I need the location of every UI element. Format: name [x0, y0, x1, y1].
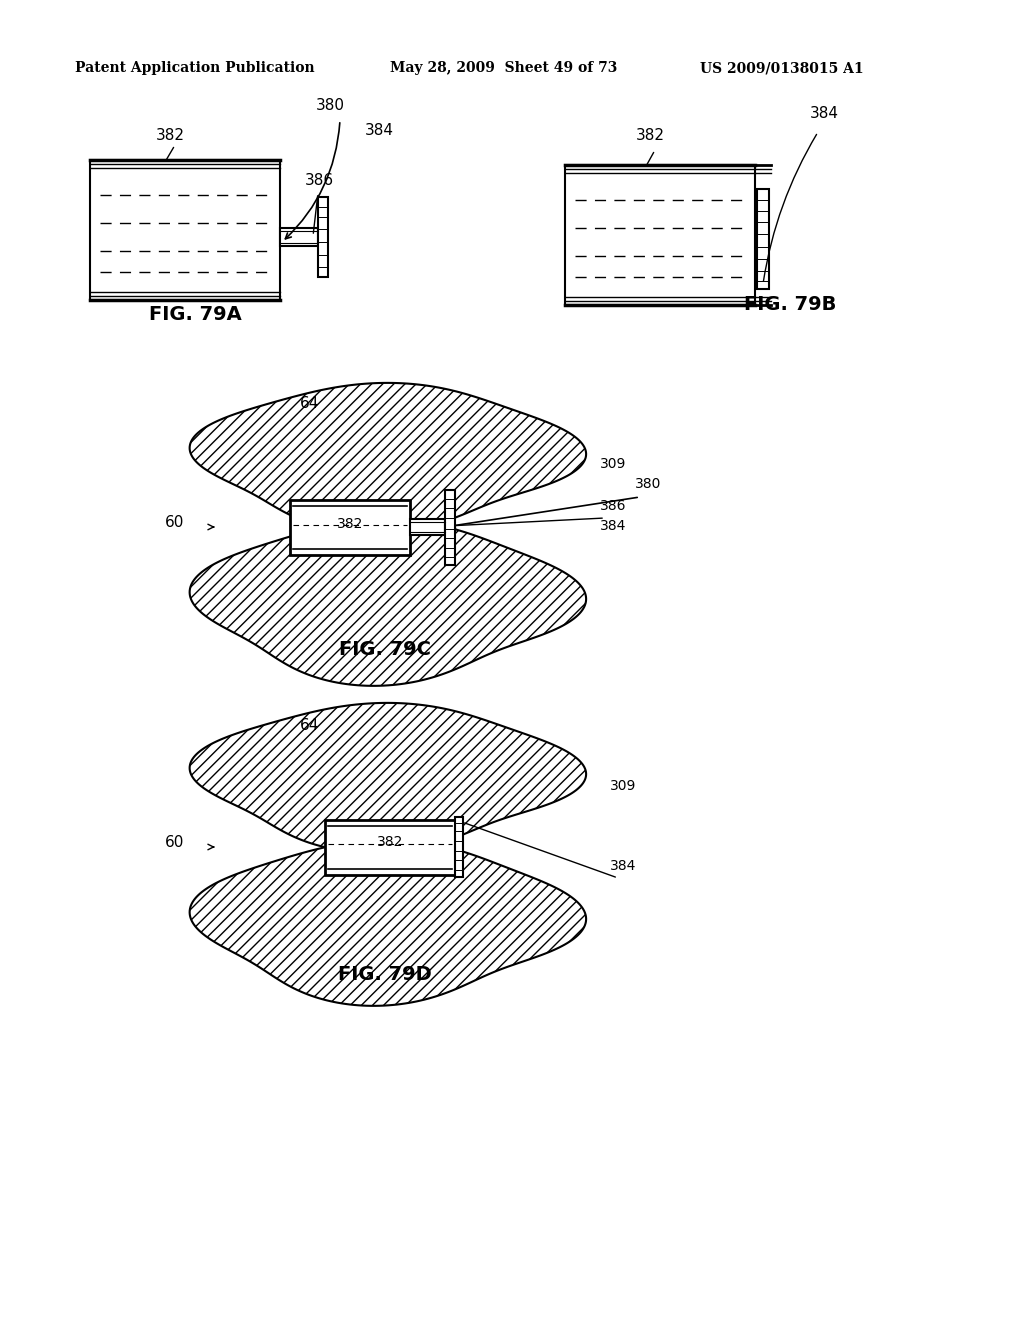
Text: 382: 382: [156, 128, 184, 143]
Bar: [290, 499, 410, 554]
Polygon shape: [189, 383, 586, 532]
Bar: [455, 817, 463, 876]
Polygon shape: [189, 520, 586, 686]
Polygon shape: [189, 702, 586, 853]
Text: 309: 309: [600, 457, 627, 471]
Text: 380: 380: [315, 98, 344, 114]
Text: FIG. 79A: FIG. 79A: [148, 305, 242, 323]
Bar: [318, 197, 328, 277]
Text: 382: 382: [377, 836, 403, 849]
Text: 64: 64: [300, 718, 319, 733]
Bar: [325, 820, 455, 874]
Bar: [445, 490, 455, 565]
Text: 60: 60: [165, 515, 184, 531]
Text: 309: 309: [610, 779, 636, 793]
Text: 384: 384: [810, 106, 839, 121]
Text: 384: 384: [600, 519, 627, 533]
Text: 64: 64: [300, 396, 319, 411]
Text: FIG. 79B: FIG. 79B: [743, 294, 837, 314]
Text: FIG. 79D: FIG. 79D: [338, 965, 432, 983]
Text: 382: 382: [337, 517, 364, 531]
Bar: [280, 228, 318, 246]
Text: 384: 384: [610, 859, 636, 873]
Bar: [410, 519, 445, 535]
Bar: [757, 189, 769, 289]
Text: 382: 382: [636, 128, 665, 143]
Text: US 2009/0138015 A1: US 2009/0138015 A1: [700, 61, 863, 75]
Text: Patent Application Publication: Patent Application Publication: [75, 61, 314, 75]
Text: 380: 380: [635, 477, 662, 491]
Text: FIG. 79C: FIG. 79C: [339, 640, 431, 659]
Text: 384: 384: [365, 123, 394, 139]
Text: 386: 386: [305, 173, 334, 187]
Polygon shape: [189, 840, 586, 1006]
Text: 60: 60: [165, 836, 184, 850]
Text: 386: 386: [600, 499, 627, 513]
Text: May 28, 2009  Sheet 49 of 73: May 28, 2009 Sheet 49 of 73: [390, 61, 617, 75]
